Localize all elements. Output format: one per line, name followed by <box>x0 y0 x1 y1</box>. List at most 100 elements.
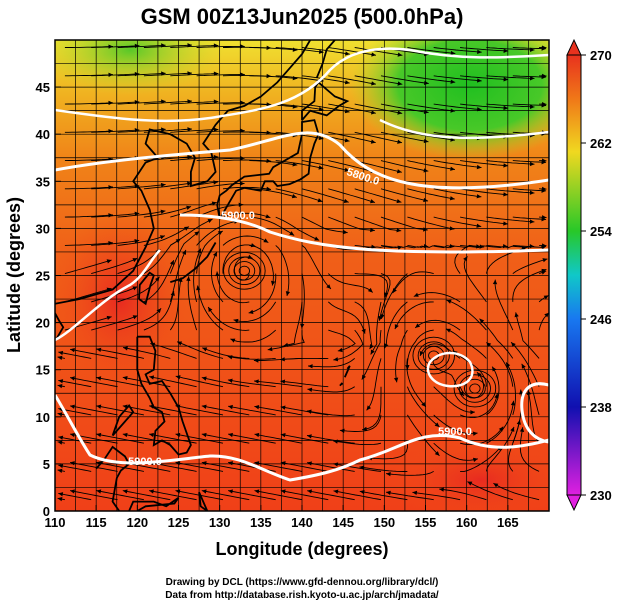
vortex-ring <box>417 341 450 370</box>
streamline-arrow <box>201 432 207 438</box>
streamline-arrow <box>413 292 419 297</box>
streamline-arrow <box>307 387 313 392</box>
streamline <box>512 258 548 274</box>
streamline-arrow <box>70 348 75 353</box>
streamline-arrow <box>57 468 63 474</box>
streamline-arrow <box>529 104 535 109</box>
streamline <box>169 231 200 274</box>
streamline <box>380 216 428 231</box>
streamline-arrow <box>253 358 259 363</box>
coastline <box>301 81 350 121</box>
streamline <box>143 128 193 133</box>
streamline-arrow <box>289 231 295 236</box>
vortex-ring <box>453 369 497 408</box>
streamline <box>249 188 297 198</box>
streamline-arrow <box>472 457 478 463</box>
streamline <box>58 379 92 388</box>
streamline <box>275 103 324 111</box>
streamline <box>70 348 118 359</box>
y-axis-ticks: 0 5 10 15 20 25 30 35 40 45 <box>36 80 61 519</box>
streamline-arrow <box>108 185 114 190</box>
streamline-arrow <box>470 410 475 415</box>
streamline <box>446 299 487 331</box>
streamline <box>254 433 303 444</box>
streamline <box>254 461 303 472</box>
streamline <box>486 366 500 416</box>
streamline <box>333 463 382 472</box>
streamline <box>254 380 303 388</box>
credit-line-2: Data from http://database.rish.kyoto-u.a… <box>165 590 439 601</box>
streamline-arrow <box>510 426 515 432</box>
streamline-arrow <box>96 376 102 381</box>
streamline <box>249 216 295 236</box>
streamline-arrow <box>366 405 372 411</box>
streamline-arrow <box>422 227 428 232</box>
streamline <box>354 188 402 203</box>
streamline <box>354 160 402 173</box>
streamline-arrow <box>175 432 181 438</box>
streamline <box>412 491 461 501</box>
colorbar-tick-label: 262 <box>590 136 612 151</box>
streamline-arrow <box>175 404 181 409</box>
streamline <box>460 75 509 81</box>
streamline-arrow <box>493 483 499 488</box>
streamline <box>64 158 114 162</box>
streamline <box>196 204 244 218</box>
streamline-arrow <box>397 139 402 144</box>
streamline-arrow <box>479 318 485 324</box>
streamline <box>459 393 498 419</box>
streamline-arrow <box>541 243 547 248</box>
streamline <box>445 328 487 359</box>
streamline <box>280 490 329 501</box>
streamline <box>170 73 219 77</box>
x-tick-label: 155 <box>415 515 437 530</box>
coastline <box>128 497 180 511</box>
streamline-arrow <box>187 181 192 186</box>
streamline <box>494 279 514 331</box>
streamline-arrow <box>254 405 260 410</box>
streamline <box>433 414 478 435</box>
streamline-arrow <box>70 489 75 494</box>
x-tick-label: 130 <box>209 515 231 530</box>
streamline <box>117 248 161 275</box>
streamline <box>433 442 479 461</box>
colorbar-tick-label: 230 <box>590 488 612 503</box>
streamline-arrow <box>318 165 324 170</box>
streamline-arrow <box>57 440 63 445</box>
streamline <box>64 186 114 190</box>
streamline <box>275 160 324 169</box>
streamline <box>432 358 465 397</box>
streamline <box>254 405 303 416</box>
streamline <box>91 101 140 105</box>
streamline-arrow <box>386 490 391 496</box>
streamline <box>175 461 224 472</box>
streamline-arrow <box>423 197 429 203</box>
streamline-arrow <box>343 198 349 204</box>
streamline-arrow <box>529 76 535 81</box>
streamline <box>306 435 355 444</box>
streamline-arrow <box>423 109 429 115</box>
y-tick-label: 5 <box>43 457 50 472</box>
streamline <box>201 461 250 472</box>
streamline-arrow <box>396 228 402 233</box>
streamline-arrow <box>57 355 63 360</box>
streamline-arrow <box>492 279 498 285</box>
streamline-arrow <box>541 45 547 50</box>
streamline-arrow <box>472 431 478 436</box>
streamline <box>406 329 434 370</box>
streamline-arrow <box>160 182 166 188</box>
streamline <box>196 74 245 77</box>
contour-5800 <box>55 131 549 190</box>
streamline <box>222 186 272 190</box>
streamline <box>328 103 376 114</box>
streamline-arrow <box>149 432 154 438</box>
streamline <box>460 160 509 167</box>
y-tick-label: 0 <box>43 504 50 519</box>
streamline-arrow <box>96 404 102 409</box>
streamline <box>149 461 197 472</box>
streamline <box>143 226 190 246</box>
streamline <box>201 490 250 501</box>
streamline <box>196 157 245 162</box>
streamline <box>175 405 224 416</box>
streamline-arrow <box>476 223 482 228</box>
